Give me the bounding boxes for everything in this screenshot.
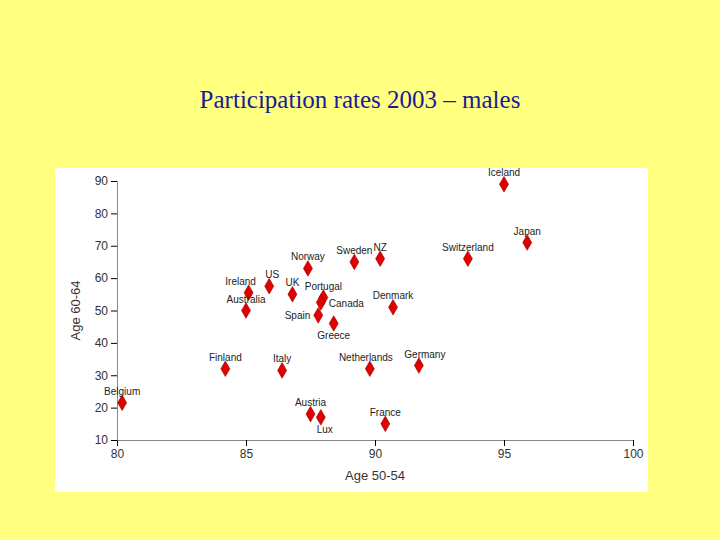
point xyxy=(376,251,385,267)
y-tick-mark xyxy=(111,440,117,441)
x-tick-mark xyxy=(246,440,247,446)
x-tick: 90 xyxy=(369,440,383,461)
point-label: Belgium xyxy=(104,386,140,397)
y-axis: 10 20 30 40 50 60 70 80 90 xyxy=(95,174,118,447)
y-tick-label: 20 xyxy=(95,401,109,415)
x-axis: 80 85 90 95 100 xyxy=(111,440,644,461)
point-label: Greece xyxy=(317,330,350,341)
y-tick-mark xyxy=(111,311,117,312)
point xyxy=(523,235,532,251)
point xyxy=(303,261,312,277)
point-label: Spain xyxy=(285,310,311,321)
y-tick: 90 xyxy=(95,174,117,188)
x-tick: 85 xyxy=(240,440,254,461)
point-label: Lux xyxy=(317,424,333,435)
point-label: Finland xyxy=(209,352,242,363)
point-label: Austria xyxy=(295,397,327,408)
point-label: Germany xyxy=(404,349,445,360)
points xyxy=(118,176,532,431)
point xyxy=(314,308,323,324)
y-tick: 30 xyxy=(95,369,117,383)
x-tick-label: 80 xyxy=(111,447,125,461)
point xyxy=(316,295,325,311)
x-tick-mark xyxy=(375,440,376,446)
point xyxy=(288,287,297,303)
point-labels: Iceland Japan Switzerland NZSweden Norway US I… xyxy=(104,167,541,435)
point xyxy=(463,251,472,267)
point-label: Japan xyxy=(514,226,541,237)
point-label: Switzerland xyxy=(442,242,494,253)
point xyxy=(278,363,287,379)
y-tick: 60 xyxy=(95,271,117,285)
y-tick-mark xyxy=(111,343,117,344)
point-label: US xyxy=(265,269,279,280)
point-label: Netherlands xyxy=(339,352,393,363)
point-label: Italy xyxy=(273,353,291,364)
point xyxy=(242,303,251,319)
y-tick-mark xyxy=(111,181,117,182)
point xyxy=(414,358,423,374)
y-tick-mark xyxy=(111,278,117,279)
point xyxy=(500,176,509,192)
y-tick-label: 50 xyxy=(95,304,109,318)
x-tick-mark xyxy=(504,440,505,446)
y-tick-mark xyxy=(111,408,117,409)
point-label: Denmark xyxy=(373,290,415,301)
y-tick-label: 30 xyxy=(95,369,109,383)
point-label: NZ xyxy=(373,242,386,253)
point xyxy=(381,416,390,432)
y-tick-mark xyxy=(111,213,117,214)
x-tick-label: 100 xyxy=(623,447,643,461)
y-tick: 50 xyxy=(95,304,117,318)
x-tick-label: 85 xyxy=(240,447,254,461)
y-tick-label: 70 xyxy=(95,239,109,253)
x-tick-mark xyxy=(117,440,118,446)
point-label: Iceland xyxy=(488,167,520,178)
x-tick: 95 xyxy=(498,440,512,461)
title: Participation rates 2003 – males xyxy=(200,86,521,113)
point-label: UK xyxy=(285,277,299,288)
point xyxy=(306,406,315,422)
y-tick-label: 10 xyxy=(95,433,109,447)
x-axis-title: Age 50-54 xyxy=(345,468,405,483)
point-label: Australia xyxy=(227,294,266,305)
y-tick: 40 xyxy=(95,336,117,350)
x-tick-label: 90 xyxy=(369,447,383,461)
y-axis-line xyxy=(117,182,118,441)
point xyxy=(329,316,338,332)
plot-panel xyxy=(55,168,648,492)
y-tick-label: 40 xyxy=(95,336,109,350)
x-tick: 100 xyxy=(623,440,643,461)
point-label: Sweden xyxy=(336,245,372,256)
point xyxy=(118,395,127,411)
y-tick-label: 90 xyxy=(95,174,109,188)
point xyxy=(389,299,398,315)
point xyxy=(350,254,359,270)
y-tick-mark xyxy=(111,246,117,247)
point xyxy=(365,361,374,377)
y-tick: 70 xyxy=(95,239,117,253)
point-label: Canada xyxy=(329,298,364,309)
y-tick-label: 60 xyxy=(95,271,109,285)
x-tick-label: 95 xyxy=(498,447,512,461)
y-axis-title: Age 60-64 xyxy=(68,281,83,341)
y-tick: 20 xyxy=(95,401,117,415)
point xyxy=(221,361,230,377)
x-tick-mark xyxy=(633,440,634,446)
y-tick: 10 xyxy=(95,433,117,447)
x-tick: 80 xyxy=(111,440,125,461)
y-tick-label: 80 xyxy=(95,207,109,221)
y-tick-mark xyxy=(111,375,117,376)
point-label: Portugal xyxy=(305,281,342,292)
y-tick: 80 xyxy=(95,207,117,221)
point-label: Ireland xyxy=(225,276,256,287)
point xyxy=(316,410,325,426)
point-label: France xyxy=(370,407,402,418)
point xyxy=(265,278,274,294)
point-label: Norway xyxy=(291,251,325,262)
background xyxy=(0,0,720,540)
chart: Participation rates 2003 – males 80 85 90 95… xyxy=(0,0,720,540)
